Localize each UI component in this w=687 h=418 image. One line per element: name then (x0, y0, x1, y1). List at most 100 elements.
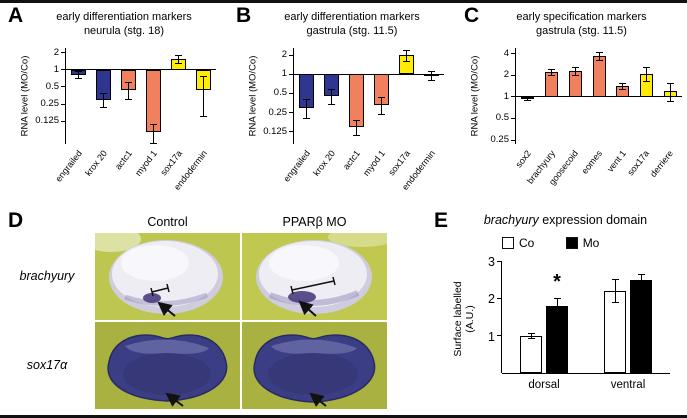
error-cap (527, 332, 535, 334)
panel-a-title: early differentiation markers neurula (s… (22, 10, 226, 39)
panel-e-legend: Co Mo (502, 236, 599, 250)
error-cap (548, 74, 556, 76)
panel-a-title-line2: neurula (stg. 18) (83, 25, 165, 38)
error-bar (598, 52, 600, 61)
y-tick (289, 112, 294, 114)
x-axis (66, 69, 216, 71)
error-bar (556, 298, 558, 314)
bar-eomes (592, 56, 606, 97)
error-cap (100, 93, 107, 95)
y-tick (511, 139, 516, 141)
error-bar (530, 333, 532, 339)
error-cap (666, 101, 674, 103)
error-cap (637, 273, 645, 275)
error-cap (595, 51, 603, 53)
error-cap (125, 81, 132, 83)
error-cap (175, 54, 182, 56)
x-category-label: ventral (610, 379, 646, 391)
panel-d-header-pparb-mo: PPARβ MO (282, 215, 347, 229)
error-cap (200, 116, 207, 118)
legend-item-co: Co (502, 236, 534, 250)
y-tick (497, 335, 502, 337)
figure-top-border (0, 0, 687, 3)
panel-a-title-line1: early differentiation markers (56, 11, 192, 23)
error-cap (619, 82, 627, 84)
error-cap (524, 96, 532, 98)
panel-b-title-line2: gastrula (stg. 11.5) (306, 25, 398, 38)
y-tick (511, 117, 516, 119)
panel-c-plot: 4 2 1 0.5 0.25 sox2 brachyury goosecoid eomes ven… (491, 48, 682, 187)
y-tick (289, 54, 294, 56)
bar-brachyury (545, 72, 559, 97)
error-cap (378, 97, 385, 99)
error-cap (403, 49, 410, 51)
error-bar (645, 67, 647, 82)
y-tick (61, 52, 66, 54)
error-bar (551, 69, 553, 76)
error-cap (553, 297, 561, 299)
significance-asterisk: * (553, 271, 561, 294)
error-bar (406, 50, 407, 62)
legend-mo-swatch (565, 237, 578, 249)
panel-e: E brachyury expression domain Co Mo Surf… (430, 205, 687, 418)
y-tick (61, 69, 66, 71)
error-bar (527, 96, 529, 101)
y-tick-label: 1 (488, 329, 495, 344)
error-cap (150, 123, 157, 125)
error-cap (353, 134, 360, 136)
error-cap (548, 69, 556, 71)
panel-c: C early specification markers gastrula (… (456, 5, 687, 205)
panel-d: D Control PPARβ MO brachyury sox17α (0, 205, 430, 418)
y-tick-label: 0.125 (263, 125, 287, 137)
error-bar (640, 274, 642, 286)
error-cap (595, 60, 603, 62)
error-bar (356, 120, 357, 136)
error-cap (428, 80, 435, 81)
error-bar (306, 99, 307, 119)
error-cap (642, 67, 650, 69)
y-tick-label: 2 (53, 46, 59, 58)
y-tick (61, 103, 66, 105)
bar-myod-1 (146, 69, 161, 133)
error-cap (75, 78, 82, 80)
error-bar (178, 55, 179, 64)
error-bar (331, 89, 332, 105)
y-tick-label: 1 (53, 63, 59, 75)
y-tick (289, 92, 294, 94)
error-cap (527, 337, 535, 339)
panel-d-row-label-sox17a: sox17α (26, 358, 68, 372)
error-bar (128, 82, 129, 100)
error-cap (611, 301, 619, 303)
error-bar (381, 97, 382, 115)
panel-e-ylabel-line1: Surface labelled (451, 281, 464, 357)
error-cap (611, 279, 619, 281)
panel-d-header-control: Control (147, 215, 188, 229)
embryo-sox17a-control-image (95, 322, 240, 409)
y-tick (61, 86, 66, 88)
error-cap (75, 70, 82, 72)
y-tick-label: 0.25 (268, 106, 288, 118)
x-axis (502, 372, 670, 374)
panel-c-title: early specification markers gastrula (st… (478, 10, 685, 39)
legend-mo-label: Mo (582, 236, 600, 250)
error-cap (100, 106, 107, 108)
embryo-photo-sox17a-control (95, 322, 240, 409)
error-cap (642, 80, 650, 82)
error-bar (431, 71, 432, 81)
y-axis (293, 48, 294, 144)
panel-a-letter: A (8, 4, 24, 27)
error-cap (553, 312, 561, 314)
panel-b-plot: 2 1 0.5 0.25 0.125 engrailed krox 20 actc1 myod … (263, 48, 444, 192)
y-tick (289, 131, 294, 133)
panel-a: A early differentiation markers neurula … (0, 5, 228, 205)
error-cap (637, 284, 645, 286)
y-tick (511, 96, 516, 98)
panel-e-title-gene: brachyury (483, 213, 539, 227)
error-cap (303, 99, 310, 101)
error-bar (78, 71, 79, 79)
legend-co-label: Co (519, 236, 535, 250)
embryo-sox17a-mo-image (242, 322, 387, 409)
panel-c-title-line2: gastrula (stg. 11.5) (536, 25, 627, 38)
embryo-brachyury-mo-image (242, 233, 387, 320)
error-cap (125, 99, 132, 101)
